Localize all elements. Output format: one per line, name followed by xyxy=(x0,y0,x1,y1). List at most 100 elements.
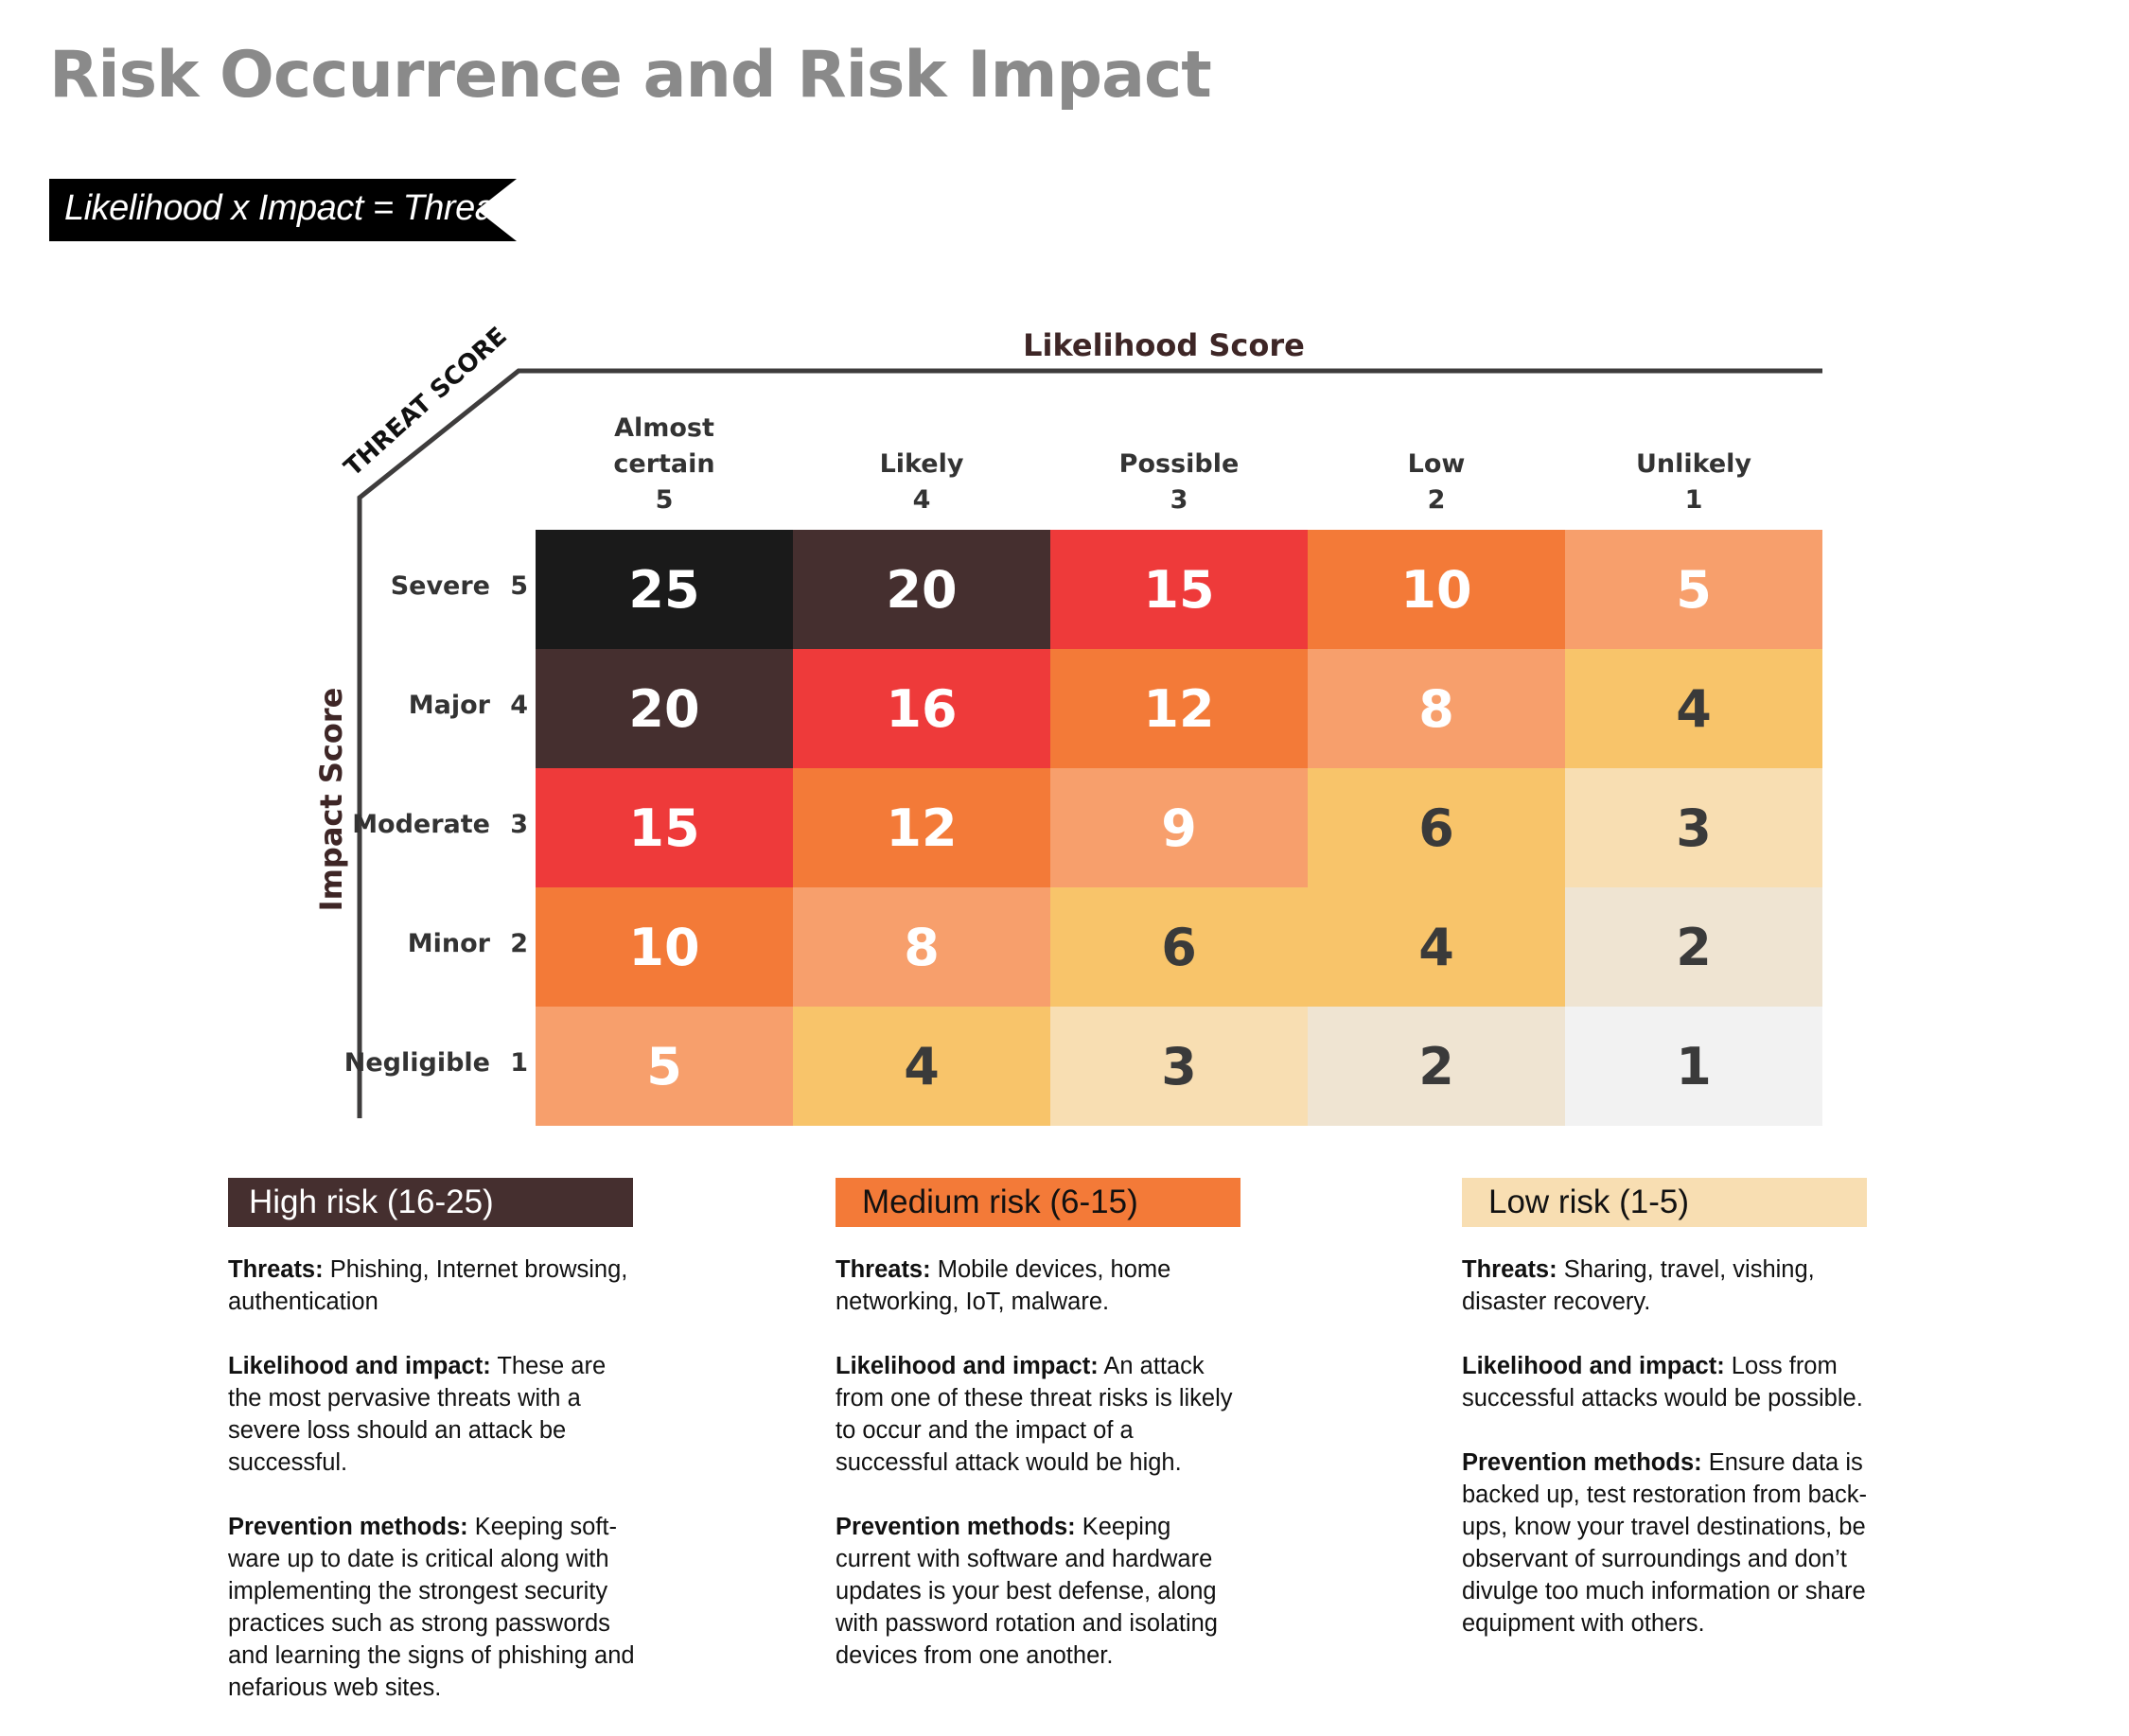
formula-banner: Likelihood x Impact = Threat xyxy=(49,179,517,241)
risk-matrix-grid: 25 20 15 10 5 20 16 12 8 4 15 12 9 6 3 10 8 6 4 2 5 4 3 2 1 xyxy=(536,530,1822,1126)
cell-value: 12 xyxy=(1143,678,1215,739)
likelihood-col-header: Possible 3 xyxy=(1050,447,1308,518)
cell-value: 9 xyxy=(1161,798,1197,858)
likelihood-col-header: Likely 4 xyxy=(793,447,1050,518)
likelihood-col-header: Low 2 xyxy=(1308,447,1565,518)
col-header-text: certain xyxy=(613,449,715,479)
row-header-score: 2 xyxy=(510,929,528,958)
low-risk-bar: Low risk (1-5) xyxy=(1462,1178,1867,1227)
row-header-score: 4 xyxy=(510,691,528,720)
medium-threats: Threats: Mobile devices, home networking… xyxy=(836,1256,1171,1315)
high-risk-bar: High risk (16-25) xyxy=(228,1178,633,1227)
cell-value: 4 xyxy=(1418,917,1454,977)
matrix-cell: 4 xyxy=(1565,649,1822,768)
cell-value: 15 xyxy=(1143,559,1215,620)
col-header-score: 3 xyxy=(1170,485,1188,515)
matrix-cell: 5 xyxy=(1565,530,1822,649)
matrix-cell: 2 xyxy=(1308,1007,1565,1126)
matrix-cell: 20 xyxy=(793,530,1050,649)
col-header-text: Possible xyxy=(1118,449,1240,479)
matrix-cell: 10 xyxy=(536,887,793,1007)
cell-value: 15 xyxy=(628,798,700,858)
high-threats: Threats: Phishing, Internet browsing, au… xyxy=(228,1256,628,1315)
row-header-text: Severe xyxy=(390,571,490,601)
col-header-score: 1 xyxy=(1684,485,1703,515)
likelihood-col-header: Unlikely 1 xyxy=(1565,447,1822,518)
row-header-score: 5 xyxy=(510,571,528,601)
likelihood-col-header: Almost certain 5 xyxy=(536,411,793,518)
row-header-score: 3 xyxy=(510,810,528,839)
cell-value: 3 xyxy=(1676,798,1712,858)
low-threats: Threats: Sharing, travel, vishing, disas… xyxy=(1462,1256,1815,1315)
cell-value: 10 xyxy=(1400,559,1472,620)
high-risk-description: Threats: Phishing, Internet browsing, au… xyxy=(228,1254,635,1736)
col-header-score: 2 xyxy=(1427,485,1446,515)
impact-row-header: Major 4 xyxy=(363,649,532,768)
likelihood-axis-title: Likelihood Score xyxy=(1023,327,1305,363)
cell-value: 10 xyxy=(628,917,700,977)
impact-row-header: Severe 5 xyxy=(363,530,532,649)
matrix-cell: 25 xyxy=(536,530,793,649)
high-prevention: Prevention methods: Keeping soft-ware up… xyxy=(228,1514,635,1701)
medium-likelihood: Likelihood and impact: An attack from on… xyxy=(836,1353,1233,1476)
matrix-cell: 6 xyxy=(1050,887,1308,1007)
impact-row-header: Minor 2 xyxy=(363,887,532,1007)
high-likelihood: Likelihood and impact: These are the mos… xyxy=(228,1353,607,1476)
cell-value: 2 xyxy=(1418,1036,1454,1096)
col-header-text: Almost xyxy=(614,413,714,443)
cell-value: 8 xyxy=(904,917,940,977)
matrix-cell: 4 xyxy=(793,1007,1050,1126)
col-header-score: 4 xyxy=(912,485,931,515)
matrix-cell: 16 xyxy=(793,649,1050,768)
matrix-cell: 1 xyxy=(1565,1007,1822,1126)
cell-value: 20 xyxy=(886,559,958,620)
matrix-cell: 20 xyxy=(536,649,793,768)
impact-axis-title: Impact Score xyxy=(313,687,349,912)
matrix-cell: 3 xyxy=(1050,1007,1308,1126)
medium-risk-description: Threats: Mobile devices, home networking… xyxy=(836,1254,1242,1704)
medium-risk-bar: Medium risk (6-15) xyxy=(836,1178,1240,1227)
matrix-cell: 2 xyxy=(1565,887,1822,1007)
matrix-cell: 9 xyxy=(1050,768,1308,887)
col-header-text: Unlikely xyxy=(1635,449,1752,479)
row-header-score: 1 xyxy=(510,1048,528,1078)
matrix-cell: 12 xyxy=(1050,649,1308,768)
cell-value: 2 xyxy=(1676,917,1712,977)
low-likelihood: Likelihood and impact: Loss from success… xyxy=(1462,1353,1863,1412)
banner-shape xyxy=(49,179,517,241)
page-title: Risk Occurrence and Risk Impact xyxy=(49,38,1212,113)
cell-value: 1 xyxy=(1676,1036,1712,1096)
low-prevention: Prevention methods: Ensure data is backe… xyxy=(1462,1449,1868,1637)
col-header-text: Low xyxy=(1407,449,1466,479)
row-header-text: Minor xyxy=(407,929,490,958)
matrix-cell: 3 xyxy=(1565,768,1822,887)
matrix-cell: 5 xyxy=(536,1007,793,1126)
matrix-cell: 10 xyxy=(1308,530,1565,649)
matrix-cell: 8 xyxy=(1308,649,1565,768)
medium-prevention: Prevention methods: Keeping current with… xyxy=(836,1514,1218,1669)
cell-value: 16 xyxy=(886,678,958,739)
row-header-text: Moderate xyxy=(352,810,490,839)
cell-value: 3 xyxy=(1161,1036,1197,1096)
low-risk-description: Threats: Sharing, travel, vishing, disas… xyxy=(1462,1254,1869,1672)
col-header-score: 5 xyxy=(655,485,674,515)
impact-row-header: Moderate 3 xyxy=(352,768,532,887)
cell-value: 20 xyxy=(628,678,700,739)
matrix-cell: 15 xyxy=(1050,530,1308,649)
cell-value: 6 xyxy=(1418,798,1454,858)
cell-value: 12 xyxy=(886,798,958,858)
cell-value: 4 xyxy=(904,1036,940,1096)
cell-value: 5 xyxy=(1676,559,1712,620)
matrix-cell: 8 xyxy=(793,887,1050,1007)
formula-text: Likelihood x Impact = Threat xyxy=(64,188,504,228)
row-header-text: Major xyxy=(408,691,490,720)
impact-row-header: Negligible 1 xyxy=(344,1007,532,1126)
matrix-cell: 6 xyxy=(1308,768,1565,887)
matrix-cell: 15 xyxy=(536,768,793,887)
matrix-cell: 12 xyxy=(793,768,1050,887)
cell-value: 25 xyxy=(628,559,700,620)
col-header-text: Likely xyxy=(879,449,964,479)
cell-value: 8 xyxy=(1418,678,1454,739)
cell-value: 4 xyxy=(1676,678,1712,739)
